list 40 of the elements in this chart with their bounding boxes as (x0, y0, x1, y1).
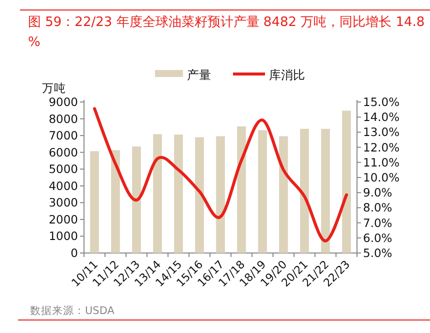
bar (258, 130, 267, 253)
y-tick-label: 7000 (48, 128, 78, 143)
y-tick-label: 5000 (48, 162, 78, 176)
y2-tick-label: 13.0% (363, 125, 400, 140)
y-tick-label: 1000 (48, 229, 78, 244)
y2-tick-label: 12.0% (363, 140, 400, 154)
legend-label: 库消比 (269, 68, 305, 82)
legend-label: 产量 (187, 68, 211, 82)
y-tick-label: 6000 (48, 145, 78, 160)
y2-tick-label: 6.0% (363, 230, 392, 245)
y2-tick-label: 10.0% (363, 170, 400, 184)
y2-tick-label: 11.0% (363, 155, 400, 170)
y2-tick-label: 15.0% (363, 95, 400, 109)
y2-tick-label: 7.0% (363, 216, 392, 230)
y-tick-label: 4000 (48, 178, 78, 193)
bar (111, 150, 120, 253)
y-tick-label: 2000 (48, 212, 78, 226)
y-tick-label: 3000 (48, 196, 78, 210)
y2-tick-label: 8.0% (363, 200, 392, 215)
bar (321, 128, 330, 253)
y-tick-label: 9000 (48, 95, 78, 109)
bar (90, 151, 99, 253)
chart-title: 图 59：22/23 年度全球油菜籽预计产量 8482 万吨，同比增长 14.8% (28, 14, 425, 50)
y-tick-label: 0 (70, 246, 78, 260)
y-tick-label: 8000 (48, 112, 78, 126)
bar (342, 110, 351, 253)
line-series (93, 107, 348, 242)
y2-tick-label: 5.0% (363, 246, 392, 260)
bar (300, 128, 309, 253)
y2-tick-label: 9.0% (363, 186, 392, 200)
bar (132, 146, 141, 253)
bar (195, 137, 204, 253)
bar (174, 134, 183, 253)
bar (153, 134, 162, 253)
bar (237, 126, 246, 253)
bar (279, 136, 288, 253)
source-note: 数据来源：USDA (30, 304, 116, 317)
y-axis-title: 万吨 (42, 81, 66, 95)
bar (216, 136, 225, 253)
y2-tick-label: 14.0% (363, 110, 400, 124)
